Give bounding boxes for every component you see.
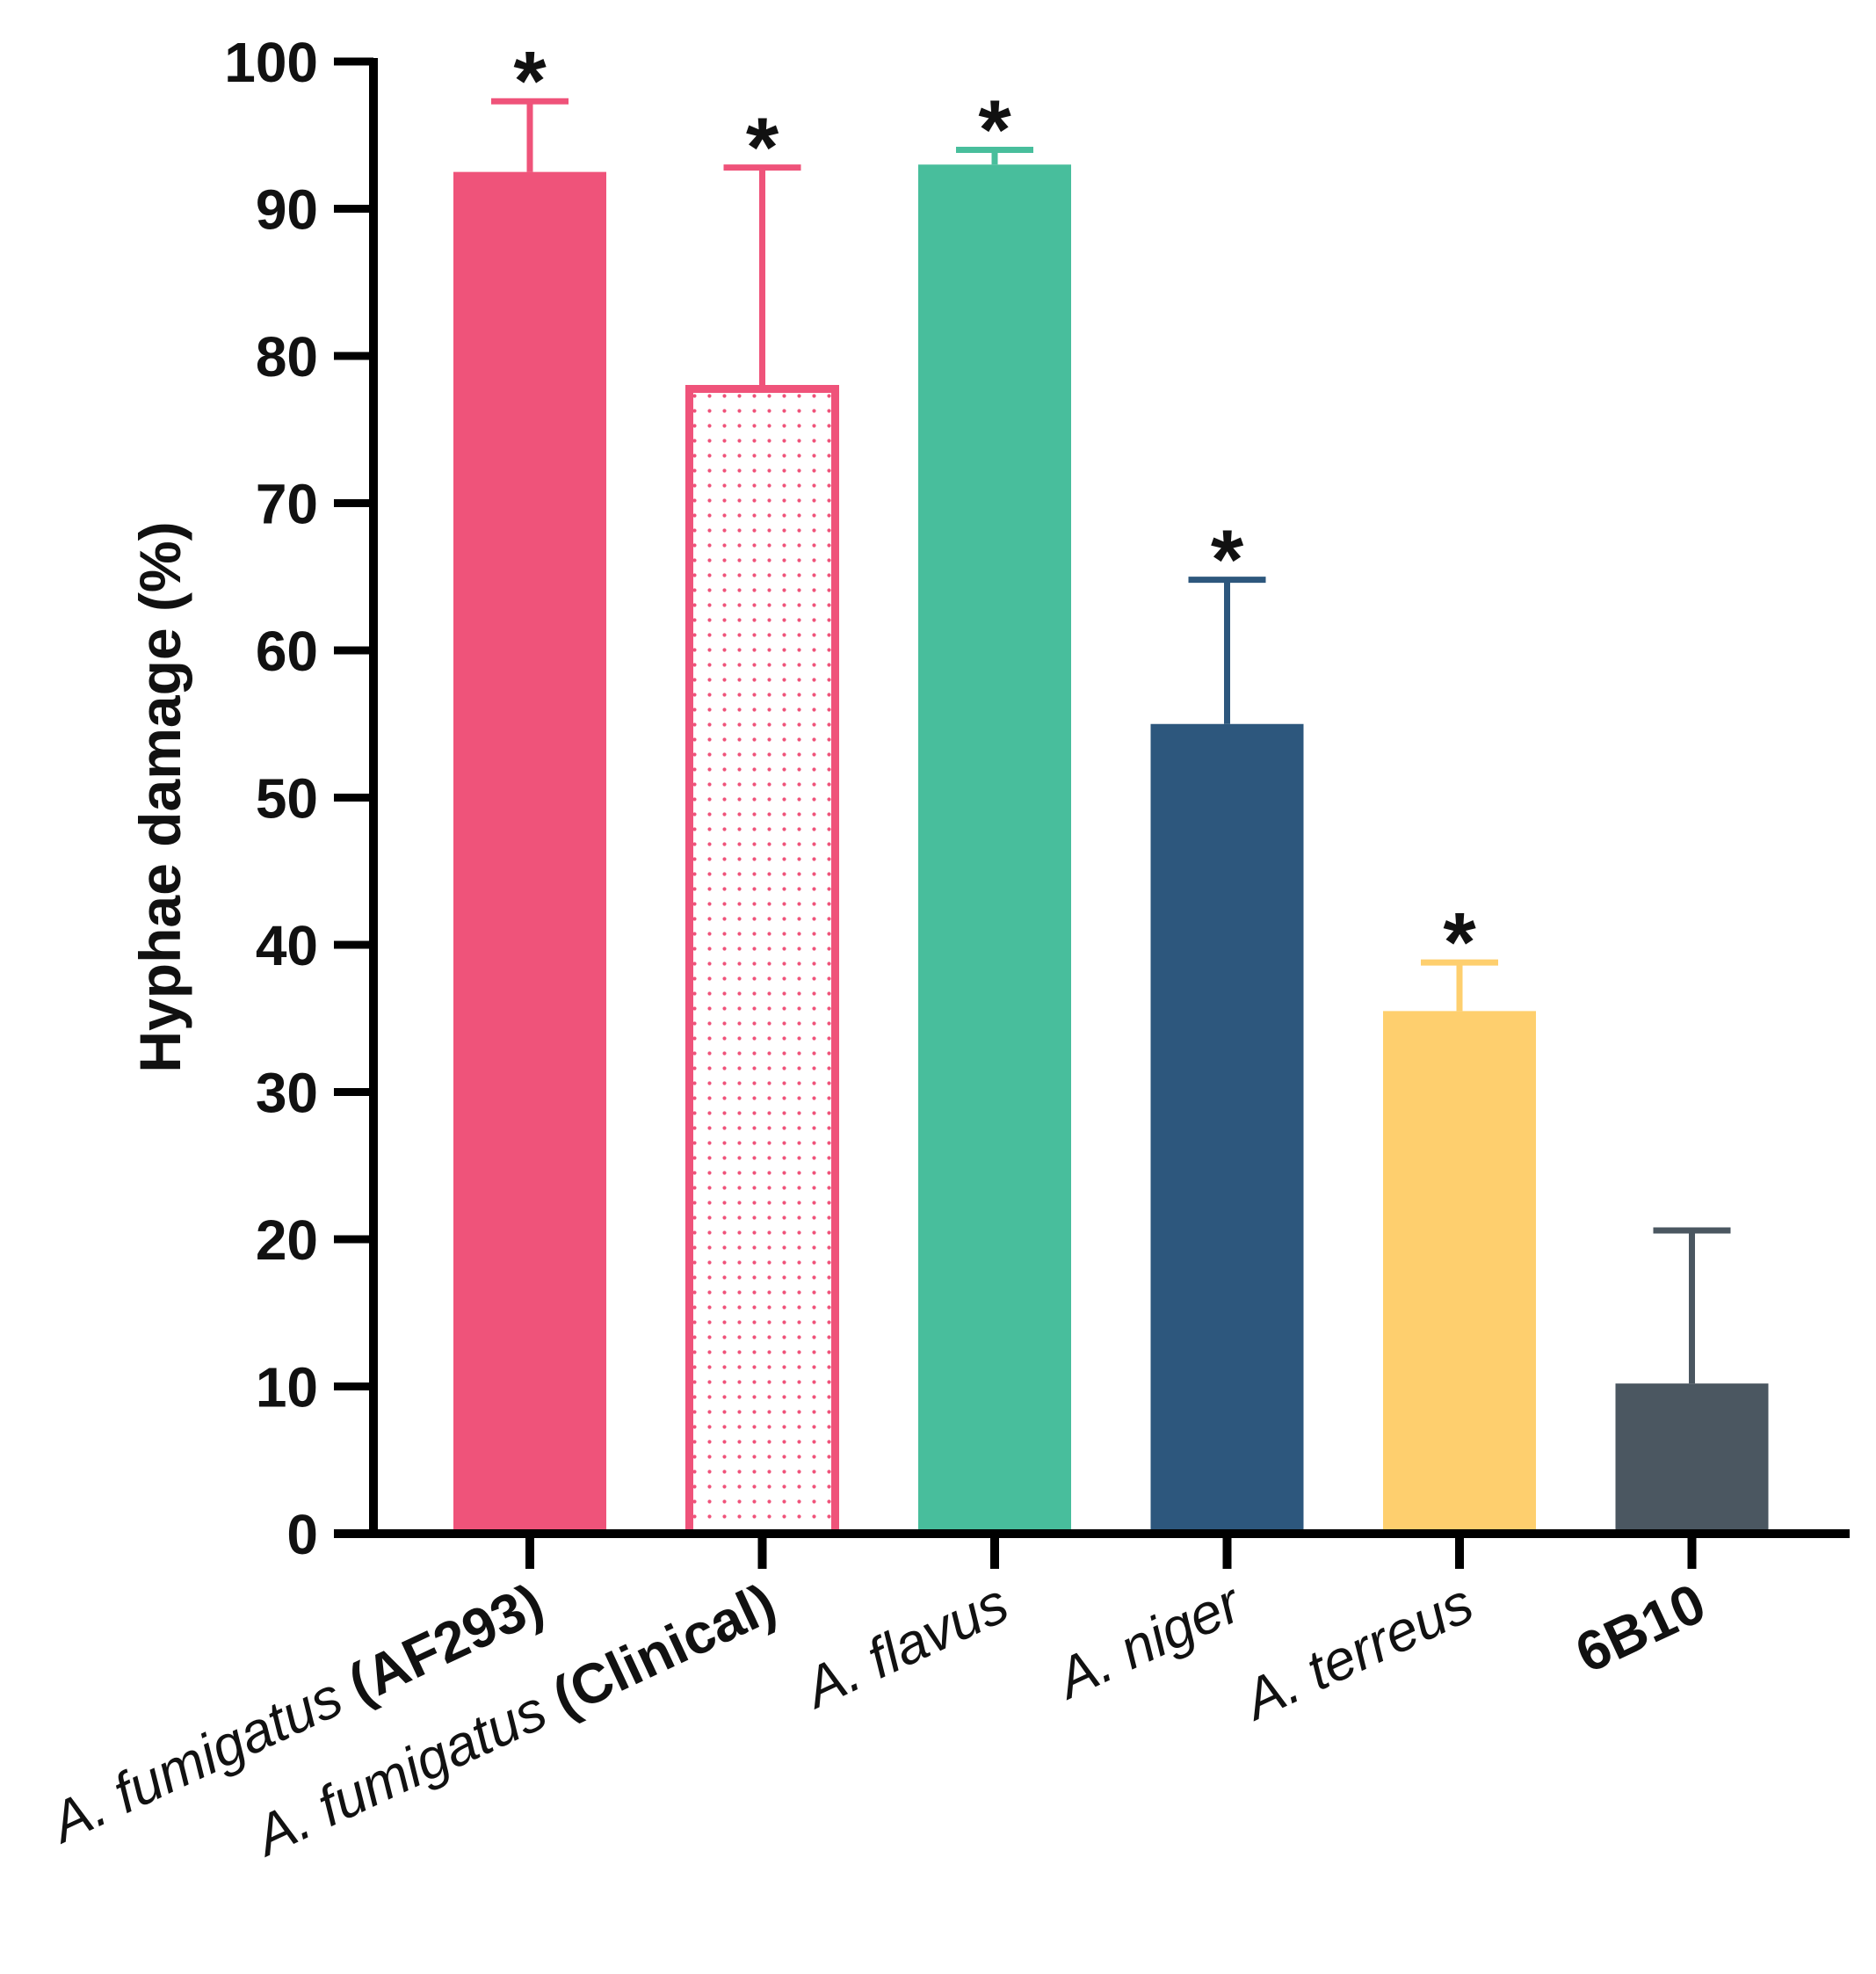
x-tick-label-2: A. flavus xyxy=(792,1571,1017,1721)
x-tick-label-3: A. niger xyxy=(1044,1570,1251,1711)
y-tick-label-8: 80 xyxy=(256,325,318,388)
x-tick-label-strain-5: 6B10 xyxy=(1566,1571,1714,1685)
significance-marker-4: * xyxy=(1443,896,1476,990)
bar-1 xyxy=(685,385,839,1538)
bar-0 xyxy=(453,171,606,1534)
significance-marker-2: * xyxy=(978,83,1011,178)
x-tick-label-strain-1: (Clinical) xyxy=(529,1571,785,1735)
y-tick-label-1: 10 xyxy=(256,1356,318,1419)
y-tick-label-6: 60 xyxy=(256,620,318,683)
x-tick-label-species-2: A. flavus xyxy=(792,1571,1017,1721)
y-tick-label-5: 50 xyxy=(256,767,318,831)
bar-2 xyxy=(918,164,1071,1534)
x-tick-label-5: 6B10 xyxy=(1566,1571,1714,1685)
significance-marker-3: * xyxy=(1211,513,1244,607)
y-axis-title: Hyphae damage (%) xyxy=(127,521,192,1072)
y-tick-label-4: 40 xyxy=(256,914,318,977)
y-tick-label-10: 100 xyxy=(224,31,318,94)
bar-4 xyxy=(1383,1011,1536,1534)
x-tick-label-species-4: A. terreus xyxy=(1231,1571,1481,1732)
significance-marker-0: * xyxy=(513,34,547,128)
error-bars-layer: * * * * * xyxy=(491,34,1731,1384)
significance-marker-1: * xyxy=(746,101,779,195)
y-tick-label-7: 70 xyxy=(256,473,318,536)
x-tick-label-species-3: A. niger xyxy=(1044,1570,1251,1711)
bars-layer xyxy=(453,164,1769,1538)
y-tick-label-2: 20 xyxy=(256,1208,318,1272)
bar-5 xyxy=(1615,1383,1769,1534)
y-tick-label-3: 30 xyxy=(256,1062,318,1125)
x-tick-label-4: A. terreus xyxy=(1231,1571,1481,1732)
bar-3 xyxy=(1150,723,1304,1534)
y-tick-label-0: 0 xyxy=(286,1503,318,1566)
y-tick-label-9: 90 xyxy=(256,178,318,242)
